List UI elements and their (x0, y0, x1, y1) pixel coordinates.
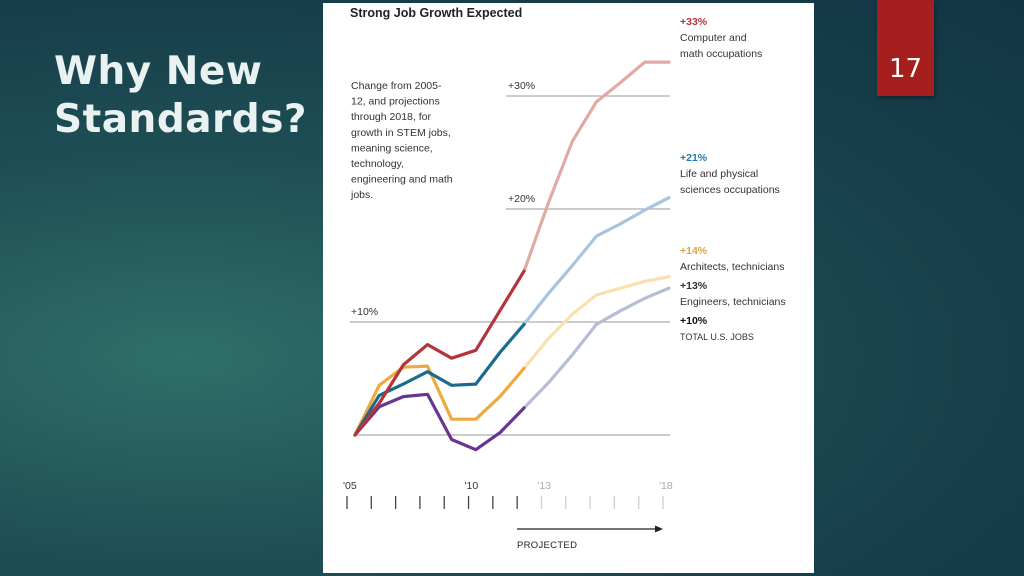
description-line: engineering and math (351, 174, 453, 186)
projected-label: PROJECTED (517, 540, 577, 551)
x-tick-label: '18 (659, 480, 673, 492)
series-line-projected (522, 196, 671, 326)
series-line-projected (522, 286, 671, 410)
gridline-label: +20% (508, 193, 535, 205)
series-name-label: Architects, technicians (680, 261, 784, 273)
series-end-label: +13% (680, 280, 708, 292)
series-lines (353, 60, 671, 452)
description-line: jobs. (350, 189, 373, 201)
series-line-actual (353, 364, 526, 437)
chart-title: Strong Job Growth Expected (350, 6, 522, 20)
series-line-actual (353, 269, 526, 437)
series-name-label: Engineers, technicians (680, 296, 786, 308)
series-line-projected (522, 60, 671, 273)
series-labels: +33% Computer and math occupations +21% Life… (680, 16, 786, 342)
projected-arrow-head (655, 525, 663, 533)
series-line-projected (522, 275, 671, 370)
series-end-label: +10% (680, 315, 708, 327)
slide-title-line-1: Why New (54, 49, 263, 94)
gridlines: +10% +20% +30% (350, 80, 670, 436)
chart-description: Change from 2005- 12, and projections thro… (350, 80, 453, 201)
description-line: meaning science, (351, 142, 433, 154)
gridline-label: +30% (508, 80, 535, 92)
x-tick-label: '10 (465, 480, 479, 492)
series-end-label: +33% (680, 16, 708, 28)
description-line: 12, and projections (351, 96, 440, 108)
slide-number-badge: 17 (877, 0, 934, 96)
slide-title-line-2: Standards? (54, 97, 308, 142)
series-name-label: TOTAL U.S. JOBS (680, 332, 754, 342)
series-end-label: +21% (680, 152, 708, 164)
chart-panel: Strong Job Growth Expected Change from 2… (323, 3, 814, 573)
slide-title: Why New Standards? (54, 48, 307, 144)
series-name-label: Computer and (680, 32, 747, 44)
series-end-label: +14% (680, 245, 708, 257)
series-line-actual (353, 392, 526, 452)
x-tick-label: '05 (343, 480, 357, 492)
x-axis: '05 '10 '13 '18 PROJECTED (343, 480, 673, 551)
description-line: technology, (351, 158, 404, 170)
description-line: Change from 2005- (351, 80, 442, 92)
series-line-actual (353, 322, 526, 437)
slide-number: 17 (888, 54, 923, 84)
line-chart: Strong Job Growth Expected Change from 2… (343, 6, 786, 551)
x-tick-label: '13 (537, 480, 551, 492)
series-name-label: sciences occupations (680, 184, 780, 196)
gridline-label: +10% (351, 306, 378, 318)
series-name-label: Life and physical (680, 168, 758, 180)
series-name-label: math occupations (680, 48, 762, 60)
description-line: growth in STEM jobs, (351, 127, 451, 139)
description-line: through 2018, for (351, 111, 431, 123)
